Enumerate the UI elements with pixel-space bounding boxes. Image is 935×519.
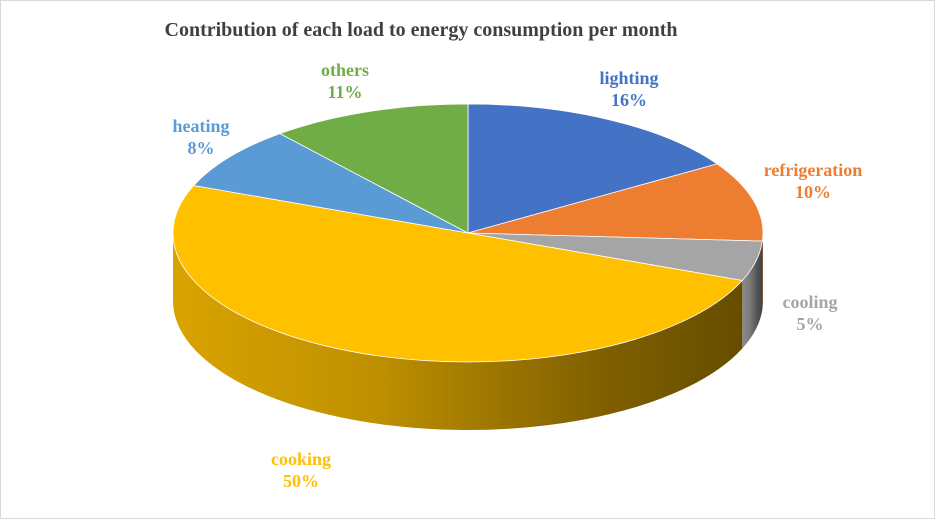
data-label-refrigeration: refrigeration 10% — [764, 159, 863, 203]
data-label-name: others — [321, 60, 369, 80]
data-label-others: others 11% — [321, 59, 369, 103]
slice-refrigeration[interactable] — [467, 163, 764, 242]
slice-heating[interactable] — [192, 133, 469, 234]
chart-title: Contribution of each load to energy cons… — [164, 19, 678, 41]
data-label-value: 5% — [796, 314, 824, 334]
data-label-lighting: lighting 16% — [599, 67, 658, 111]
data-label-heating: heating 8% — [172, 115, 229, 159]
data-label-value: 11% — [327, 82, 363, 102]
slice-side-refrigeration — [762, 233, 763, 310]
slice-side-cooling — [742, 241, 763, 349]
data-label-cooling: cooling 5% — [782, 291, 837, 335]
data-label-name: cooking — [270, 449, 332, 469]
data-label-value: 8% — [187, 138, 215, 158]
slice-lighting[interactable] — [467, 103, 719, 234]
data-label-value: 16% — [611, 90, 647, 110]
data-label-name: lighting — [599, 68, 659, 88]
data-label-cooking: cooking 50% — [271, 448, 331, 492]
data-label-value: 10% — [795, 182, 831, 202]
slice-others[interactable] — [278, 103, 469, 234]
data-label-value: 50% — [282, 471, 319, 491]
slice-cooking[interactable] — [172, 185, 744, 363]
data-label-name: heating — [172, 116, 230, 136]
slice-side-cooking — [172, 233, 743, 431]
data-label-name: cooling — [782, 292, 838, 312]
data-label-name: refrigeration — [763, 160, 863, 180]
